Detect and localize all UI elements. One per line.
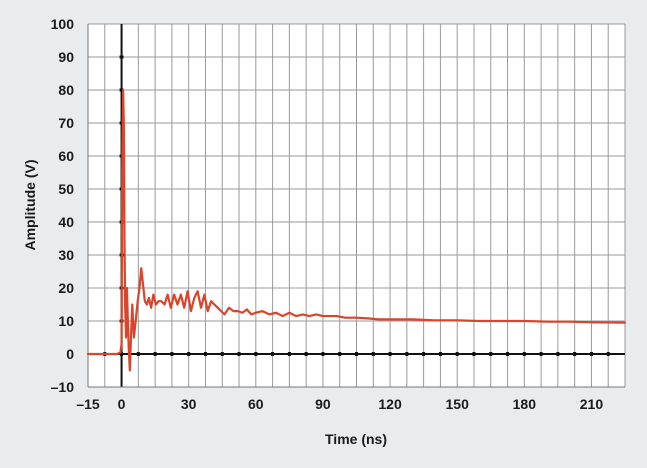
y-tick-label: 60 xyxy=(58,148,74,164)
y-tick-label: 90 xyxy=(58,49,74,65)
axes xyxy=(87,24,625,388)
x-axis-marker xyxy=(589,352,593,356)
x-axis-marker xyxy=(506,352,510,356)
x-tick-label: 210 xyxy=(580,396,604,412)
x-tick-label: 90 xyxy=(315,396,331,412)
x-axis-marker xyxy=(220,352,224,356)
y-tick-label: 30 xyxy=(58,247,74,263)
x-tick-label: 120 xyxy=(378,396,402,412)
x-axis-marker xyxy=(287,352,291,356)
y-tick-label: 20 xyxy=(58,280,74,296)
x-tick-label: –15 xyxy=(76,396,100,412)
series-line-1 xyxy=(86,88,627,372)
x-axis-marker xyxy=(187,352,191,356)
x-axis-marker xyxy=(321,352,325,356)
x-tick-label: 150 xyxy=(446,396,470,412)
y-axis-marker xyxy=(119,121,124,125)
x-axis-marker xyxy=(422,352,426,356)
y-tick-label: –10 xyxy=(51,379,75,395)
x-axis-marker xyxy=(170,352,174,356)
x-axis-marker xyxy=(153,352,157,356)
x-axis-marker xyxy=(304,352,308,356)
y-tick-label: 70 xyxy=(58,115,74,131)
x-tick-label: 0 xyxy=(118,396,126,412)
x-axis-title: Time (ns) xyxy=(325,431,387,447)
y-tick-label: 100 xyxy=(51,16,75,32)
x-axis-marker xyxy=(120,352,124,356)
x-axis-marker xyxy=(271,352,275,356)
x-axis-marker xyxy=(438,352,442,356)
x-axis-marker xyxy=(556,352,560,356)
x-axis-marker xyxy=(355,352,358,356)
y-tick-label: 50 xyxy=(58,181,74,197)
x-axis-marker xyxy=(405,352,409,356)
x-axis-marker xyxy=(573,352,577,356)
x-axis-marker xyxy=(539,352,543,356)
x-axis-marker xyxy=(338,352,342,356)
x-axis-marker xyxy=(455,352,459,356)
x-tick-label: 60 xyxy=(248,396,264,412)
y-tick-label: 80 xyxy=(58,82,74,98)
x-tick-label: 180 xyxy=(513,396,537,412)
x-axis-marker xyxy=(489,352,493,356)
x-axis-marker xyxy=(136,352,140,356)
x-axis-marker xyxy=(371,352,375,356)
tick-labels: –15 0 30 60 90 120 150 180 210 –10 0 10 20 30 40 50 60 70… xyxy=(51,16,604,412)
y-axis-marker xyxy=(119,55,124,59)
y-tick-label: 10 xyxy=(58,313,74,329)
y-tick-label: 40 xyxy=(58,214,74,230)
x-axis-marker xyxy=(237,352,241,356)
x-axis-marker xyxy=(606,352,610,356)
x-axis-marker xyxy=(203,352,207,356)
y-axis-title: Amplitude (V) xyxy=(22,160,38,251)
y-axis-marker xyxy=(119,88,124,92)
x-axis-marker xyxy=(472,352,476,356)
y-tick-label: 0 xyxy=(66,346,74,362)
x-axis-marker xyxy=(522,352,526,356)
x-axis-marker xyxy=(388,352,392,356)
x-tick-label: 30 xyxy=(181,396,197,412)
x-axis-marker xyxy=(254,352,258,356)
series-layer xyxy=(86,88,627,372)
